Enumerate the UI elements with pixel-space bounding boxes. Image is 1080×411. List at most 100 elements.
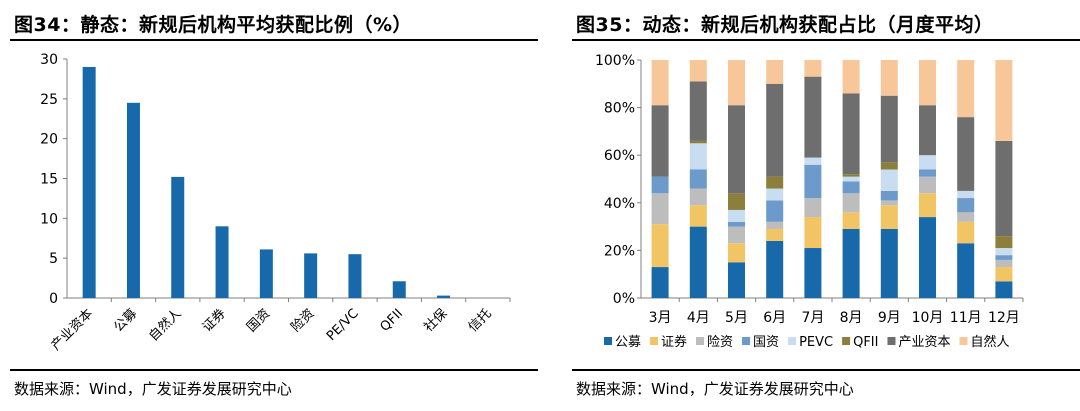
bar-segment [804,217,822,249]
bar-segment [842,193,860,213]
bar-segment [728,262,745,298]
bar-segment [689,205,707,227]
bar-segment [842,93,860,175]
chart-source: 数据来源：Wind，广发证券发展研究中心 [14,380,292,398]
bar-segment [766,83,784,177]
bar-segment [804,248,822,298]
bar-segment [689,226,707,298]
x-tick-label: 信托 [466,306,495,335]
bar-segment [842,212,860,229]
bar-segment [995,267,1013,282]
bar-segment [880,60,898,96]
bar-segment [728,105,745,194]
bar [437,295,451,298]
bar-segment [766,221,784,229]
bar-segment [651,267,669,298]
dynamic-stacked-bar-chart: 0% 20% 40% 60% 80% 100% 3月 4月 5月 6月 7月 8月 9月 10月 11月 12… [595,53,1024,350]
y-tick-label: 5 [49,251,58,267]
legend-swatch [742,337,751,345]
y-tick-label: 0 [49,291,58,307]
bar-segment [842,228,860,298]
x-tick-label: 公募 [111,306,140,335]
bar-segment [957,243,975,298]
bar-segment [919,155,936,170]
bar-segment [880,95,898,163]
x-tick-label: 国资 [244,306,273,335]
bar-segment [842,181,860,194]
x-tick-label: QFII [378,306,407,335]
bar-segment [651,176,669,194]
y-tick-label: 0% [613,291,635,307]
bar-segment [651,105,669,177]
y-tick-label: 20 [40,132,58,148]
bar-segment [804,157,822,165]
bar-segment [919,60,936,106]
bar-segment [728,243,745,263]
bar-segment [957,198,975,213]
bar-segment [995,259,1013,268]
bar-segment [689,140,707,144]
bar-segment [842,60,860,94]
bar-segment [804,60,822,77]
chart-source: 数据来源：Wind，广发证券发展研究中心 [576,380,854,398]
bar [82,66,96,298]
title-divider [10,39,538,41]
y-tick-label: 80% [604,101,635,117]
bar [304,253,318,298]
x-tick-label: 产业资本 [49,306,96,353]
right-chart-panel: 图35：动态：新规后机构获配占比（月度平均） 0% 20% 40% 60% 80% 100… [562,0,1080,411]
bar-segment [995,236,1013,249]
bar-segment [957,117,975,191]
x-tick-label: 4月 [687,310,710,326]
bar-segment [842,174,860,177]
chart-title: 图35：动态：新规后机构获配占比（月度平均） [576,14,994,36]
legend-label: 国资 [753,335,779,350]
bar-segment [919,193,936,218]
bar-segment [689,143,707,170]
legend-label: 公募 [615,335,641,350]
left-chart-panel: 图34：静态：新规后机构平均获配比例（%） 0 5 10 15 20 25 30 产业资本 公募… [0,0,538,411]
x-tick-label: 10月 [912,310,944,326]
x-tick-label: 5月 [725,310,748,326]
legend: 公募 证券 险资 国资 PEVC QFII 产业资本 自然人 [604,334,1010,350]
legend-swatch [696,337,705,345]
legend-swatch [959,337,968,345]
legend-swatch [842,337,851,345]
bar-segment [651,60,669,106]
bar-segment [880,162,898,170]
x-tick-label: 8月 [840,310,863,326]
legend-swatch [887,337,896,345]
static-bar-chart: 0 5 10 15 20 25 30 产业资本 公募 自然人 证券 国资 险资 PE/VC QFII 社保 信托 [40,52,511,354]
chart-title: 图34：静态：新规后机构平均获配比例（%） [14,14,412,36]
title-divider [572,39,1080,41]
legend-label: 证券 [661,334,687,350]
bar-segment [957,190,975,199]
bar-segment [919,105,936,156]
legend-label: 险资 [707,335,733,350]
x-tick-label: 自然人 [146,306,185,345]
y-tick-label: 30 [40,52,58,68]
y-tick-label: 15 [40,172,58,188]
bar-segment [880,228,898,298]
bar-segment [842,176,860,182]
bar-segment [728,226,745,244]
bar-segment [689,60,707,82]
legend-label: 产业资本 [898,335,950,350]
bar-segment [957,212,975,222]
bar-segment [766,188,784,201]
bar-segment [957,60,975,118]
x-tick-label: 险资 [288,306,317,335]
x-tick-label: 11月 [950,310,982,326]
bar-segment [995,248,1013,256]
y-tick-label: 60% [604,148,635,164]
bar [348,254,362,298]
bar-segment [728,193,745,210]
bar-segment [689,169,707,189]
bar-segment [766,60,784,84]
x-tick-label: 7月 [801,310,824,326]
bar-segment [880,205,898,229]
x-tick-label: 12月 [988,310,1020,326]
legend-swatch [788,337,797,345]
source-divider [10,369,538,371]
y-tick-label: 40% [604,196,635,212]
